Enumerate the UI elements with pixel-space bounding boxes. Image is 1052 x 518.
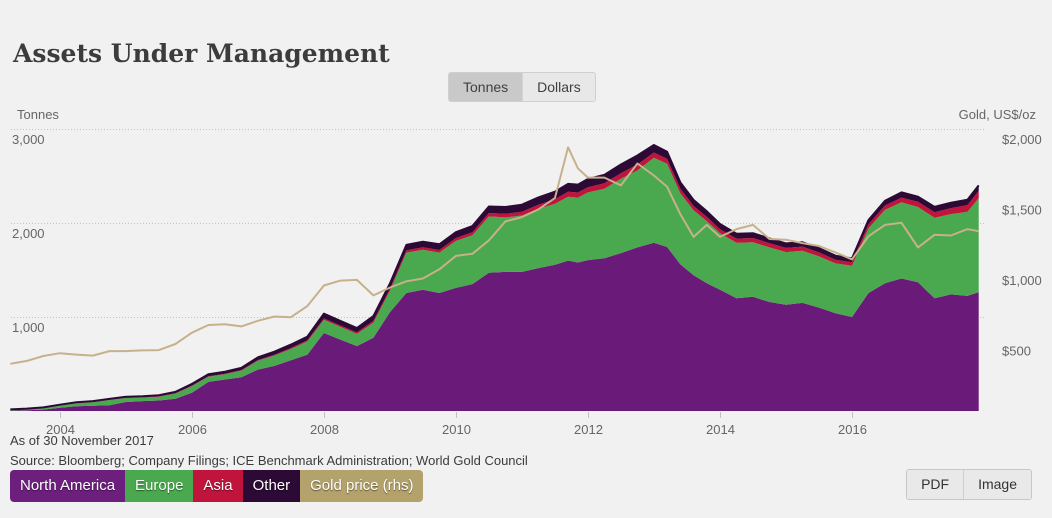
right-axis-title: Gold, US$/oz xyxy=(958,107,1036,122)
svg-text:2016: 2016 xyxy=(838,422,867,437)
pdf-button[interactable]: PDF xyxy=(907,470,964,499)
source-note: Source: Bloomberg; Company Filings; ICE … xyxy=(10,453,528,468)
svg-text:$1,500: $1,500 xyxy=(1002,203,1042,218)
legend-item-other[interactable]: Other xyxy=(242,470,301,502)
svg-text:2012: 2012 xyxy=(574,422,603,437)
legend-item-north-america[interactable]: North America xyxy=(10,470,126,502)
svg-text:$2,000: $2,000 xyxy=(1002,132,1042,147)
svg-text:1,000: 1,000 xyxy=(12,320,45,335)
legend-item-europe[interactable]: Europe xyxy=(125,470,194,502)
export-button-group: PDF Image xyxy=(906,469,1032,500)
svg-text:2,000: 2,000 xyxy=(12,226,45,241)
svg-text:2004: 2004 xyxy=(46,422,75,437)
svg-text:2010: 2010 xyxy=(442,422,471,437)
svg-text:$1,000: $1,000 xyxy=(1002,273,1042,288)
svg-text:2014: 2014 xyxy=(706,422,735,437)
series-legend: North America Europe Asia Other Gold price (… xyxy=(10,470,424,502)
as-of-date: As of 30 November 2017 xyxy=(10,433,154,448)
svg-text:2006: 2006 xyxy=(178,422,207,437)
toggle-tonnes-button[interactable]: Tonnes xyxy=(449,73,523,101)
image-button[interactable]: Image xyxy=(963,470,1031,499)
left-axis-title: Tonnes xyxy=(17,107,59,122)
unit-toggle-group: Tonnes Dollars xyxy=(448,72,596,102)
svg-text:2008: 2008 xyxy=(310,422,339,437)
toggle-dollars-button[interactable]: Dollars xyxy=(522,73,595,101)
legend-item-asia[interactable]: Asia xyxy=(193,470,243,502)
legend-item-gold-price-rhs[interactable]: Gold price (rhs) xyxy=(300,470,424,502)
page-title: Assets Under Management xyxy=(13,38,390,68)
svg-text:$500: $500 xyxy=(1002,344,1031,359)
svg-text:3,000: 3,000 xyxy=(12,132,45,147)
